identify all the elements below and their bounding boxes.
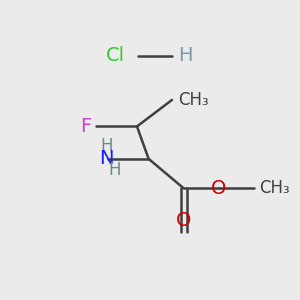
Text: CH₃: CH₃ xyxy=(178,91,208,109)
Text: O: O xyxy=(211,179,226,198)
Text: N: N xyxy=(99,149,114,168)
Text: O: O xyxy=(176,211,191,230)
Text: Cl: Cl xyxy=(106,46,125,65)
Text: H: H xyxy=(100,136,112,154)
Text: H: H xyxy=(109,161,121,179)
Text: H: H xyxy=(178,46,192,65)
Text: F: F xyxy=(80,117,92,136)
Text: CH₃: CH₃ xyxy=(260,179,290,197)
